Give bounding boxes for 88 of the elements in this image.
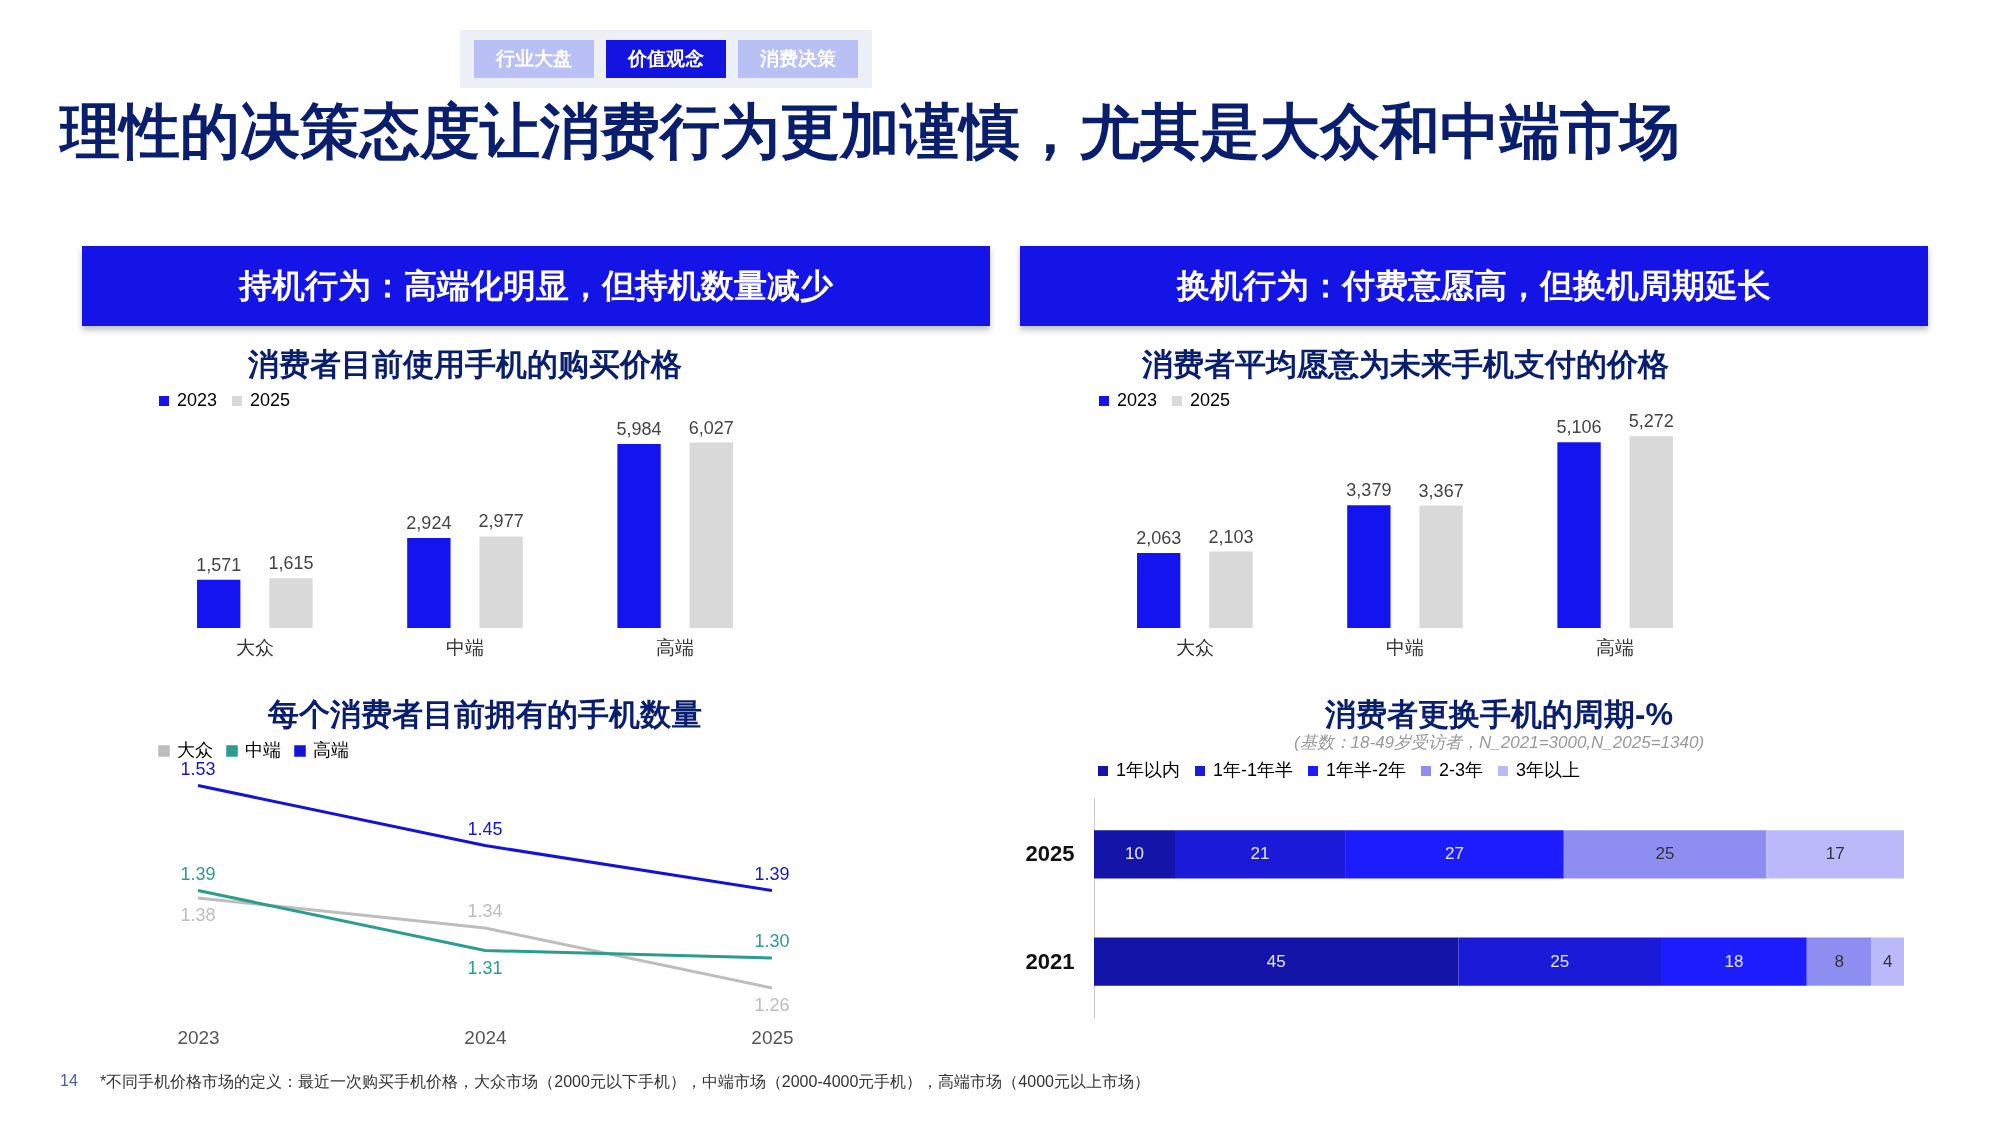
bar (1209, 551, 1253, 628)
chart-title: 消费者平均愿意为未来手机支付的价格 (1140, 347, 1669, 382)
data-label: 1.26 (754, 995, 790, 1015)
data-label: 2,977 (478, 511, 524, 532)
bar (1557, 442, 1601, 628)
text: 14 (60, 1072, 78, 1090)
bar (689, 442, 733, 628)
data-label: 1.34 (467, 901, 503, 921)
text: 消费决策 (738, 40, 858, 78)
x-tick-label: 2023 (177, 1026, 220, 1048)
text: 价值观念 (606, 40, 726, 78)
chart-title: 消费者目前使用手机的购买价格 (247, 347, 682, 382)
legend-label: 1年半-2年 (1326, 760, 1407, 780)
bar (479, 536, 523, 628)
legend-label: 中端 (245, 740, 281, 760)
data-label: 8 (1834, 951, 1844, 971)
data-label: 25 (1655, 844, 1675, 864)
y-tick-label: 2021 (1025, 948, 1075, 974)
legend-label: 2-3年 (1439, 760, 1484, 780)
bar (1094, 937, 1459, 986)
bar (1458, 937, 1661, 986)
data-label: 3,367 (1418, 480, 1464, 501)
legend-label: 2025 (1190, 390, 1231, 410)
text: 换机行为：付费意愿高，但换机周期延长 (1020, 246, 1928, 326)
chart-title: 每个消费者目前拥有的手机数量 (267, 697, 702, 732)
data-label: 1.45 (467, 818, 503, 839)
data-label: 5,984 (616, 418, 662, 439)
data-label: 2,103 (1208, 526, 1254, 547)
data-label: 1,571 (196, 554, 242, 575)
bar (1806, 937, 1872, 986)
legend-label: 2025 (250, 390, 291, 410)
legend-label: 1年-1年半 (1213, 760, 1294, 780)
bar (269, 578, 313, 628)
bar (1871, 937, 1904, 986)
data-label: 17 (1825, 844, 1845, 864)
data-label: 1.39 (180, 863, 216, 884)
x-tick-label: 大众 (235, 636, 274, 658)
data-label: 18 (1724, 951, 1744, 971)
text: 理性的决策态度让消费行为更加谨慎，尤其是大众和中端市场 (60, 97, 1680, 167)
x-tick-label: 高端 (1596, 636, 1635, 658)
legend-label: 1年以内 (1116, 760, 1181, 780)
bar (1661, 937, 1807, 986)
legend-label: 2023 (177, 390, 218, 410)
x-tick-label: 大众 (1175, 636, 1214, 658)
data-label: 2,063 (1136, 527, 1182, 548)
bar (1347, 505, 1391, 628)
bar (1419, 505, 1463, 628)
data-label: 21 (1250, 844, 1270, 864)
legend-label: 3年以上 (1516, 760, 1581, 780)
x-tick-label: 2025 (751, 1026, 794, 1048)
bar (197, 579, 241, 628)
data-label: 27 (1444, 844, 1464, 864)
bar (1094, 830, 1175, 879)
data-label: 3,379 (1346, 480, 1392, 501)
data-label: 1.31 (467, 957, 503, 978)
bar (1563, 830, 1767, 879)
x-tick-label: 中端 (1386, 636, 1424, 658)
data-label: 2,924 (406, 513, 452, 534)
legend-label: 2023 (1117, 390, 1158, 410)
data-label: 25 (1550, 951, 1570, 971)
x-tick-label: 中端 (446, 636, 484, 658)
bar (1629, 436, 1673, 628)
text: 持机行为：高端化明显，但持机数量减少 (82, 246, 990, 326)
data-label: 6,027 (688, 417, 734, 438)
data-label: 1.39 (754, 863, 790, 884)
x-tick-label: 高端 (656, 636, 695, 658)
text: 行业大盘 (474, 40, 594, 78)
data-label: 10 (1125, 844, 1144, 864)
data-label: 45 (1266, 951, 1286, 971)
text: *不同手机价格市场的定义：最近一次购买手机价格，大众市场（2000元以下手机），中端市场（2000-4000元手机），高端市场（4000元以上市场） (100, 1072, 1150, 1092)
x-tick-label: 2024 (464, 1026, 508, 1048)
data-label: 1,615 (268, 553, 314, 574)
bar (407, 538, 451, 628)
bar (1345, 830, 1564, 879)
data-label: 1.30 (754, 931, 790, 951)
data-label: 1.38 (180, 905, 216, 925)
bar (1766, 830, 1904, 879)
bar (1137, 552, 1181, 628)
bar (1175, 830, 1346, 879)
chart-subtitle: (基数：18-49岁受访者，N_2021=3000,N_2025=1340) (1293, 733, 1705, 752)
data-label: 4 (1883, 951, 1893, 971)
data-label: 5,106 (1556, 417, 1602, 438)
legend-label: 高端 (313, 740, 349, 760)
chart-title: 消费者更换手机的周期-% (1324, 697, 1673, 732)
bar (617, 443, 661, 628)
data-label: 5,272 (1628, 411, 1674, 432)
legend-label: 大众 (177, 740, 213, 760)
data-label: 1.53 (180, 758, 216, 779)
